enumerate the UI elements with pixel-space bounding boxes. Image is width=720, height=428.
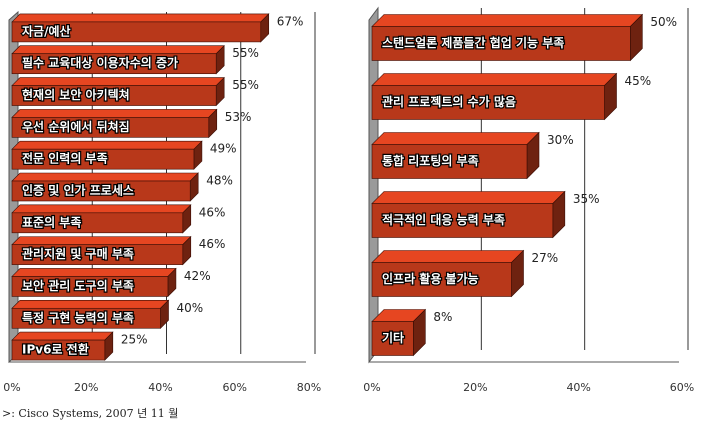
category-label: 통합 리포팅의 부족: [382, 153, 479, 168]
bar-front: [11, 276, 169, 297]
bar-front: [11, 212, 184, 234]
category-label: 보안 관리 도구의 부족: [22, 278, 134, 293]
bar-top: [11, 13, 270, 23]
value-label: 30%: [547, 133, 574, 147]
x-tick-label: 20%: [74, 381, 98, 394]
value-label: 8%: [433, 310, 452, 324]
bar: [371, 249, 525, 298]
bar: [11, 140, 203, 170]
bar-front: [371, 321, 414, 356]
category-label: 현재의 보안 아키텍쳐: [22, 87, 130, 102]
value-label: 53%: [225, 110, 252, 124]
category-label: 관리지원 및 구매 부족: [22, 246, 134, 261]
bar-top: [371, 191, 566, 204]
bar-front: [11, 148, 195, 170]
bar: [11, 299, 170, 329]
bar: [11, 13, 270, 43]
category-label: 자금/예산: [22, 23, 71, 38]
bar-top: [11, 109, 218, 118]
category-label: 전문 인력의 부족: [22, 151, 108, 166]
category-label: 적극적인 대응 능력 부족: [382, 212, 505, 227]
category-label: 인증 및 인가 프로세스: [22, 183, 134, 198]
bar-top: [11, 268, 177, 277]
bar: [11, 172, 199, 202]
value-label: 45%: [625, 74, 652, 88]
bar-front: [11, 85, 217, 106]
x-tick-label: 20%: [463, 381, 487, 394]
value-label: 35%: [573, 192, 600, 206]
category-label: IPv6로 전환: [22, 342, 89, 357]
bar-top: [371, 250, 525, 263]
value-label: 40%: [177, 301, 204, 315]
bar-front: [11, 117, 210, 138]
value-label: 46%: [199, 237, 226, 251]
axis-wall: [368, 6, 379, 364]
bar-top: [371, 73, 618, 86]
bar-front: [11, 180, 191, 202]
bar: [371, 308, 427, 357]
x-tick-label: 40%: [566, 381, 590, 394]
x-tick-label: 60%: [223, 381, 247, 394]
bar-front: [371, 144, 528, 179]
bar: [11, 235, 192, 266]
category-label: 관리 프로젝트의 수가 많음: [382, 94, 516, 109]
value-label: 50%: [650, 15, 677, 29]
category-label: 표준의 부족: [22, 214, 81, 229]
bar-front: [371, 262, 512, 297]
bar-front: [11, 307, 161, 329]
bar: [371, 13, 644, 62]
value-label: 55%: [232, 46, 259, 60]
value-label: 67%: [277, 14, 304, 28]
category-label: 인프라 활용 불가능: [382, 271, 479, 286]
value-label: 27%: [532, 251, 559, 265]
bar-top: [371, 132, 540, 145]
x-tick-label: 60%: [670, 381, 694, 394]
bar-front: [371, 85, 605, 120]
x-tick-label: 80%: [297, 381, 321, 394]
x-tick-label: 0%: [363, 381, 380, 394]
bar: [11, 331, 114, 361]
value-label: 55%: [232, 78, 259, 92]
bar-top: [11, 331, 114, 341]
bar-top: [11, 77, 225, 86]
bar-top: [11, 45, 225, 55]
bar-front: [11, 53, 217, 75]
category-label: 우선 순위에서 뒤쳐짐: [22, 119, 130, 134]
bar: [371, 131, 540, 180]
bar-front: [11, 21, 262, 43]
bar: [371, 72, 618, 121]
value-label: 48%: [206, 174, 233, 188]
bar-top: [11, 140, 203, 150]
category-label: 특정 구현 능력의 부족: [22, 310, 134, 325]
x-tick-label: 40%: [148, 381, 172, 394]
category-label: 필수 교육대상 이용자수의 증가: [22, 55, 178, 70]
bar-top: [11, 236, 192, 245]
bar-front: [11, 244, 184, 265]
value-label: 49%: [210, 142, 237, 156]
bar: [11, 267, 177, 298]
category-label: 기타: [382, 330, 404, 345]
bar: [11, 204, 192, 234]
bar-top: [11, 299, 170, 309]
bar: [371, 190, 566, 239]
value-label: 25%: [121, 333, 148, 347]
bar: [11, 76, 225, 107]
bar-front: [371, 26, 631, 61]
category-label: 스탠드얼론 제품들간 협업 기능 부족: [382, 35, 564, 50]
value-label: 46%: [199, 205, 226, 219]
bar-front: [11, 339, 106, 361]
bar: [11, 108, 218, 139]
value-label: 42%: [184, 269, 211, 283]
x-tick-label: 0%: [3, 381, 20, 394]
bar-front: [371, 203, 554, 238]
bar-top: [371, 14, 644, 27]
source-note: >: Cisco Systems, 2007 년 11 월: [2, 407, 178, 420]
bar-top: [11, 204, 192, 214]
bar-top: [11, 172, 199, 182]
bar: [11, 45, 225, 75]
